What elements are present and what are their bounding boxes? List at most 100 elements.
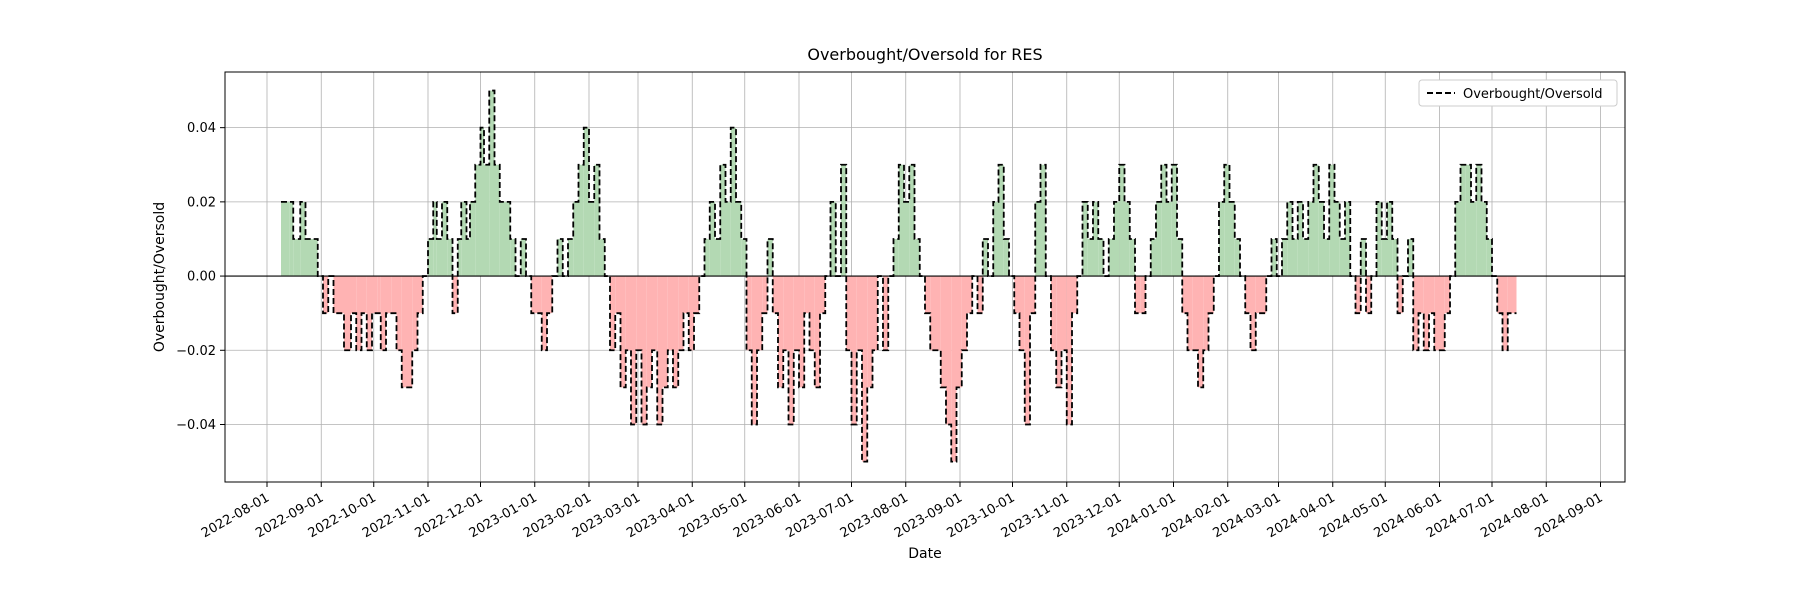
oversold-fill: [851, 276, 857, 425]
oversold-fill: [956, 276, 962, 388]
oversold-fill: [1507, 276, 1513, 314]
overbought-fill: [914, 238, 920, 277]
oversold-fill: [1182, 276, 1188, 314]
overbought-fill: [281, 201, 290, 277]
overbought-fill: [730, 127, 736, 277]
oversold-fill: [940, 276, 946, 388]
oversold-fill: [1444, 276, 1450, 314]
overbought-fill: [1282, 238, 1288, 277]
overbought-fill: [475, 164, 481, 277]
oversold-fill: [814, 276, 820, 388]
overbought-fill: [499, 201, 505, 277]
overbought-fill: [982, 238, 988, 277]
oversold-fill: [846, 276, 852, 351]
oversold-fill: [1056, 276, 1062, 388]
y-axis-title: Overbought/Oversold: [152, 202, 168, 352]
oversold-fill: [804, 276, 810, 314]
overbought-fill: [1324, 238, 1330, 277]
oversold-fill: [361, 276, 367, 314]
overbought-fill: [1219, 201, 1225, 277]
y-tick-label: 0.02: [187, 195, 216, 210]
oversold-fill: [678, 276, 684, 351]
overbought-fill: [1234, 238, 1240, 277]
oversold-fill: [396, 276, 402, 351]
oversold-fill: [694, 276, 700, 314]
oversold-fill: [951, 276, 957, 462]
overbought-fill: [428, 238, 434, 277]
overbought-fill: [305, 238, 313, 277]
overbought-fill: [470, 201, 476, 277]
overbought-fill: [1224, 164, 1230, 277]
y-tick-label: 0.00: [187, 270, 216, 285]
series-line-overbought-oversold: [281, 89, 1517, 463]
overbought-fill: [578, 164, 584, 277]
oversold-fill: [1429, 276, 1435, 314]
overbought-fill: [1124, 201, 1130, 277]
oversold-fill: [1024, 276, 1030, 425]
overbought-fill: [720, 164, 726, 277]
overbought-fill: [1040, 164, 1046, 277]
oversold-fill: [610, 276, 616, 351]
overbought-fill: [1303, 238, 1309, 277]
plot-frame: [224, 71, 1626, 483]
overbought-fill: [767, 238, 773, 277]
oversold-fill: [935, 276, 941, 351]
oversold-fill: [1245, 276, 1251, 314]
oversold-fill: [862, 276, 868, 462]
oversold-fill: [673, 276, 679, 388]
overbought-fill: [1035, 201, 1041, 277]
oversold-fill: [778, 276, 784, 388]
oversold-fill: [615, 276, 621, 314]
oversold-fill: [1418, 276, 1424, 314]
overbought-fill: [300, 201, 306, 277]
overbought-fill: [505, 201, 511, 277]
overbought-fill: [1387, 201, 1393, 277]
oversold-fill: [625, 276, 631, 351]
oversold-fill: [1187, 276, 1193, 351]
oversold-fill: [380, 276, 386, 351]
overbought-fill: [599, 238, 605, 277]
series-lines: [281, 89, 1517, 463]
overbought-fill: [480, 127, 484, 277]
oversold-fill: [631, 276, 637, 425]
oversold-fill: [377, 276, 381, 314]
overbought-fill: [1308, 201, 1314, 277]
overbought-fill: [1465, 164, 1471, 277]
y-axis: −0.04 −0.02 0.00 0.02 0.04: [176, 121, 225, 433]
oversold-fill: [1208, 276, 1214, 314]
oversold-fill: [1198, 276, 1204, 388]
overbought-fill: [442, 201, 448, 277]
oversold-fill: [1513, 276, 1517, 314]
overbought-fill: [484, 164, 490, 277]
oversold-fill: [1072, 276, 1078, 314]
oversold-fill: [799, 276, 805, 388]
overbought-fill: [1229, 201, 1235, 277]
overbought-fill: [998, 164, 1004, 277]
overbought-fill: [1334, 201, 1340, 277]
overbought-fill: [1087, 238, 1093, 277]
overbought-fill: [1271, 238, 1277, 277]
overbought-fill: [494, 164, 500, 277]
oversold-fill: [351, 276, 357, 314]
oversold-fill: [636, 276, 642, 351]
overbought-fill: [1360, 238, 1366, 277]
oversold-fill: [531, 276, 537, 314]
oversold-fill: [1434, 276, 1440, 351]
overbought-fill: [741, 238, 747, 277]
oversold-fill: [820, 276, 826, 314]
oversold-fill: [1066, 276, 1072, 425]
oversold-fill: [946, 276, 952, 425]
oversold-fill: [930, 276, 936, 351]
oversold-fill: [783, 276, 789, 351]
oversold-fill: [1397, 276, 1403, 314]
overbought-fill: [461, 201, 467, 277]
overbought-fill: [289, 201, 294, 277]
oversold-fill: [883, 276, 889, 351]
oversold-fill: [977, 276, 983, 314]
overbought-fill: [466, 238, 470, 277]
oversold-fill: [366, 276, 372, 351]
y-tick-label: 0.04: [187, 121, 216, 136]
overbought-fill: [993, 201, 999, 277]
oversold-fill: [541, 276, 547, 351]
overbought-fill: [1114, 201, 1120, 277]
